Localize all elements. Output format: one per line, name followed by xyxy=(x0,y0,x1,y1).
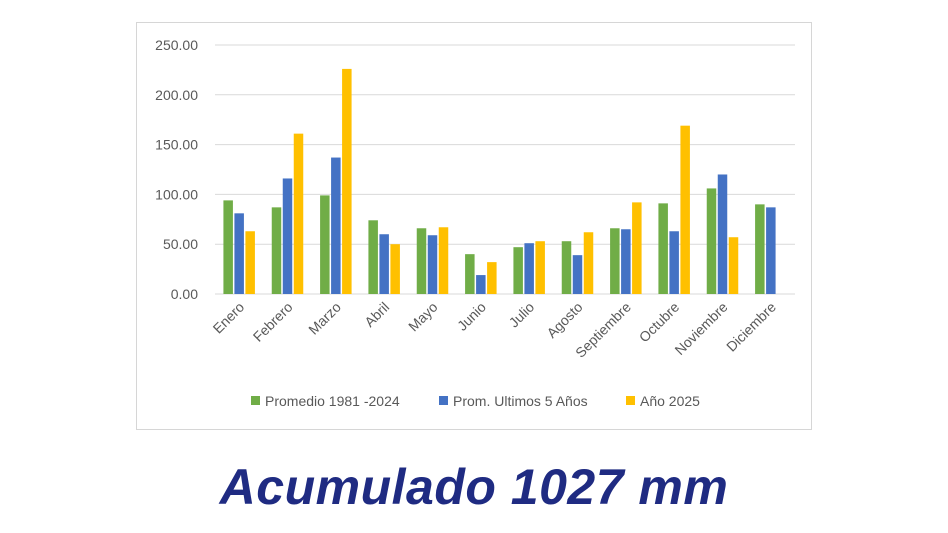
bar-3 xyxy=(680,125,690,295)
x-tick-label: Mayo xyxy=(405,299,441,335)
legend-label-2: Prom. Ultimos 5 Años xyxy=(453,393,588,409)
bar-2 xyxy=(282,178,293,294)
bar-3 xyxy=(342,68,352,295)
x-tick-label: Octubre xyxy=(636,299,683,346)
bar-1 xyxy=(271,207,282,294)
chart-frame: 0.00 50.00 100.00 150.00 200.00 250.00 Enero Fe… xyxy=(136,22,812,430)
x-tick-label: Diciembre xyxy=(723,299,779,355)
bar-2 xyxy=(524,243,534,294)
bar-2 xyxy=(476,275,486,294)
x-tick-label: Noviembre xyxy=(671,299,730,358)
y-tick-label: 150.00 xyxy=(155,137,198,153)
x-tick-label: Agosto xyxy=(543,299,585,341)
bar-chart: 0.00 50.00 100.00 150.00 200.00 250.00 Enero Fe… xyxy=(155,37,795,409)
legend-label-1: Promedio 1981 -2024 xyxy=(265,393,400,409)
legend-swatch-2 xyxy=(439,396,448,405)
bar-2 xyxy=(427,235,438,294)
y-tick-label: 0.00 xyxy=(171,286,198,302)
bar-2 xyxy=(572,255,583,294)
bar-2 xyxy=(379,234,389,294)
bar-3 xyxy=(487,262,497,294)
y-tick-label: 100.00 xyxy=(155,186,198,202)
bar-1 xyxy=(610,228,620,294)
legend-label-3: Año 2025 xyxy=(640,393,700,409)
bar-3 xyxy=(293,133,304,294)
bar-1 xyxy=(465,254,475,294)
bar-1 xyxy=(658,203,668,294)
bar-1 xyxy=(755,204,765,294)
bar-2 xyxy=(234,213,244,294)
bar-3 xyxy=(438,227,449,294)
bar-2 xyxy=(669,231,679,294)
bar-1 xyxy=(706,188,717,294)
x-tick-label: Junio xyxy=(454,299,489,334)
y-tick-label: 50.00 xyxy=(163,236,198,252)
bar-1 xyxy=(416,228,427,294)
bar-1 xyxy=(368,220,378,294)
bar-1 xyxy=(561,241,572,294)
bar-2 xyxy=(331,157,341,294)
bar-2 xyxy=(766,207,776,294)
bar-3 xyxy=(535,241,545,294)
accumulated-total-caption: Acumulado 1027 mm xyxy=(219,459,729,515)
bar-3 xyxy=(245,231,255,294)
x-tick-label: Enero xyxy=(210,299,248,337)
bar-1 xyxy=(320,195,330,294)
bar-2 xyxy=(717,174,728,294)
legend-swatch-3 xyxy=(626,396,635,405)
bar-1 xyxy=(223,200,233,294)
bar-3 xyxy=(390,244,400,294)
y-tick-label: 200.00 xyxy=(155,87,198,103)
bar-3 xyxy=(632,202,642,294)
legend-swatch-1 xyxy=(251,396,260,405)
bar-3 xyxy=(583,232,594,294)
bar-2 xyxy=(621,229,631,294)
bar-1 xyxy=(513,247,523,294)
y-tick-label: 250.00 xyxy=(155,37,198,53)
bar-3 xyxy=(728,237,739,294)
x-tick-label: Abril xyxy=(361,299,392,330)
x-tick-label: Julio xyxy=(506,299,538,331)
x-tick-label: Marzo xyxy=(305,299,344,338)
x-tick-label: Febrero xyxy=(250,299,296,345)
